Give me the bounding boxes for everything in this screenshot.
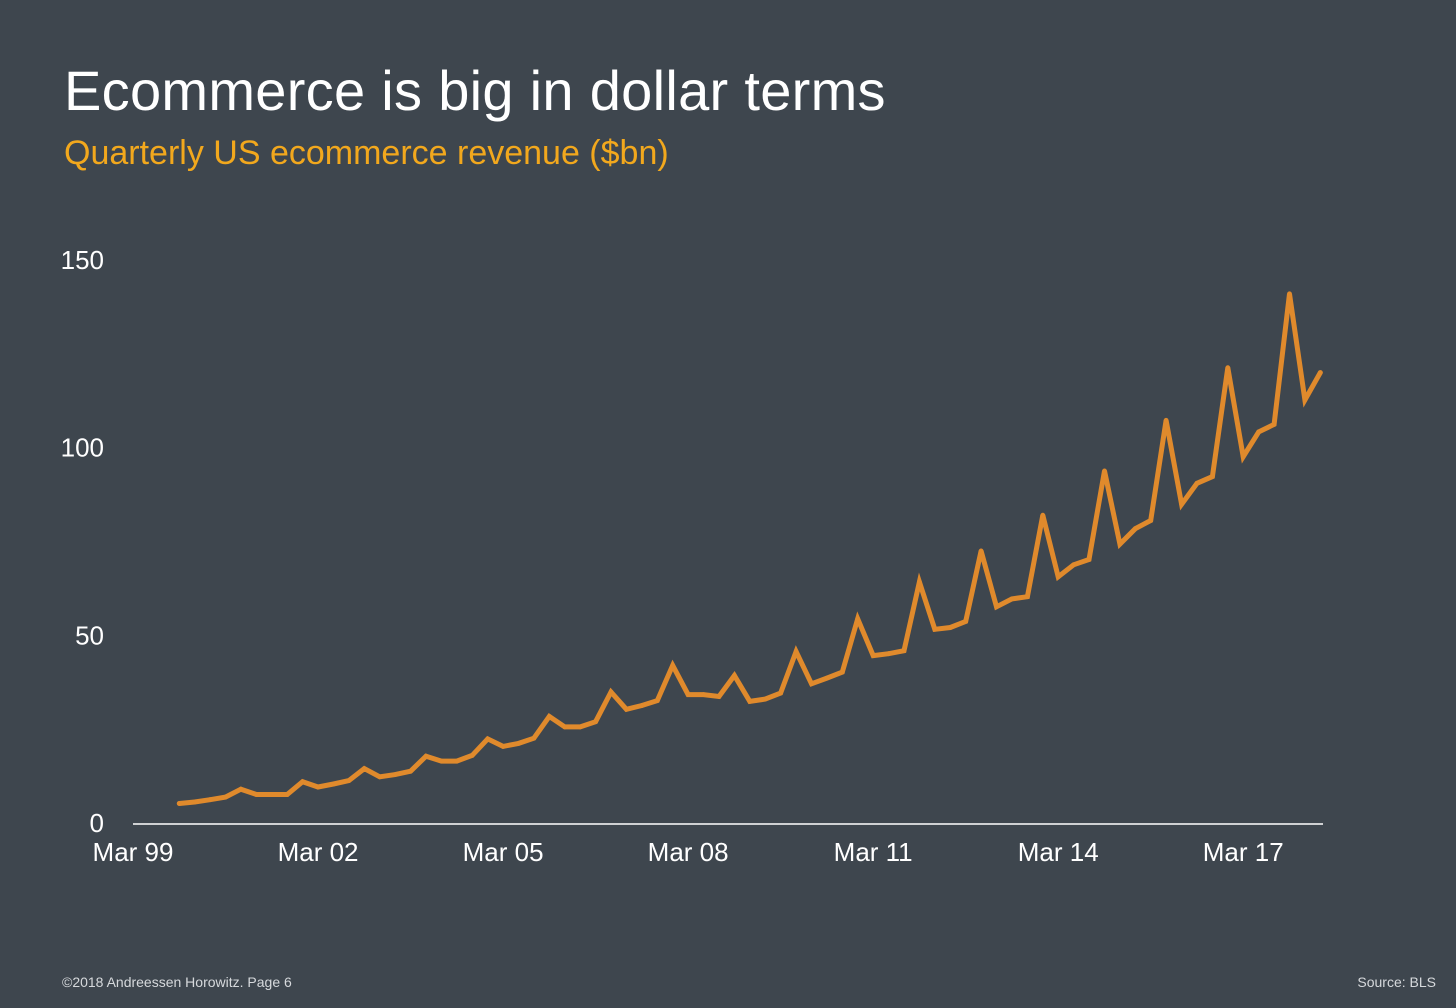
- data-point: [1055, 574, 1061, 580]
- data-point: [839, 669, 845, 675]
- data-point: [1163, 417, 1169, 423]
- data-point: [1302, 397, 1308, 403]
- data-point: [1194, 480, 1200, 486]
- footer-copyright: ©2018 Andreessen Horowitz. Page 6: [62, 974, 292, 990]
- x-tick-label: Mar 11: [834, 837, 913, 867]
- data-point: [439, 758, 444, 764]
- x-tick-label: Mar 17: [1203, 837, 1284, 867]
- data-point: [762, 696, 768, 702]
- data-point: [824, 675, 830, 681]
- data-point: [778, 690, 783, 696]
- y-tick-label: 150: [61, 245, 104, 275]
- data-point: [1025, 594, 1030, 600]
- data-point: [1009, 596, 1015, 602]
- data-point: [454, 758, 460, 764]
- x-tick-label: Mar 99: [93, 837, 174, 867]
- data-point: [469, 753, 475, 758]
- data-point: [176, 801, 182, 806]
- data-point: [870, 653, 876, 658]
- data-point: [1148, 518, 1154, 523]
- data-point: [300, 779, 305, 785]
- data-point: [747, 699, 753, 704]
- y-tick-label: 100: [61, 433, 104, 463]
- data-point: [531, 735, 537, 741]
- footer-source: Source: BLS: [1357, 974, 1436, 990]
- data-point: [793, 649, 799, 654]
- data-point: [978, 548, 984, 554]
- data-point: [701, 692, 706, 697]
- data-point: [408, 768, 413, 774]
- data-point: [238, 786, 244, 792]
- data-point: [1287, 291, 1292, 297]
- data-point: [546, 714, 552, 719]
- data-point: [1179, 501, 1184, 507]
- data-point: [886, 651, 891, 657]
- data-point: [331, 781, 336, 787]
- data-point: [994, 604, 999, 610]
- data-point: [315, 784, 321, 790]
- x-axis-ticks: Mar 99 Mar 02 Mar 05 Mar 08 Mar 11 Mar 14 Mar …: [93, 837, 1284, 867]
- data-point: [346, 778, 352, 783]
- data-point: [1240, 454, 1246, 460]
- data-point: [207, 797, 213, 803]
- series-line-revenue: [176, 293, 1323, 806]
- data-point: [1040, 512, 1046, 518]
- data-point: [423, 753, 429, 759]
- data-point: [901, 648, 907, 654]
- y-tick-label: 50: [75, 620, 104, 650]
- x-tick-label: Mar 02: [278, 837, 359, 867]
- data-point: [593, 719, 598, 725]
- data-point: [577, 724, 583, 730]
- data-point: [361, 766, 367, 771]
- data-point: [392, 772, 398, 777]
- data-point: [1117, 541, 1123, 547]
- data-point: [624, 706, 629, 712]
- data-point: [1210, 474, 1215, 479]
- data-point: [192, 799, 198, 805]
- data-point: [639, 703, 645, 708]
- data-point: [1225, 365, 1231, 371]
- y-tick-label: 0: [90, 808, 104, 838]
- data-point: [947, 625, 953, 630]
- data-point: [516, 741, 521, 746]
- data-point: [377, 774, 383, 780]
- data-point: [608, 689, 614, 695]
- x-tick-label: Mar 08: [648, 837, 729, 867]
- data-point: [284, 792, 290, 797]
- y-axis-ticks: 0 50 100 150: [61, 245, 104, 838]
- data-point: [1102, 468, 1107, 474]
- data-point: [809, 681, 814, 687]
- data-point: [716, 694, 722, 699]
- x-tick-label: Mar 05: [463, 837, 544, 867]
- data-point: [1132, 526, 1138, 532]
- data-point: [917, 579, 922, 585]
- data-point: [500, 744, 506, 749]
- data-point: [1071, 562, 1076, 568]
- data-point: [963, 619, 969, 624]
- data-point: [1086, 557, 1092, 562]
- data-point: [1271, 422, 1277, 427]
- data-point: [732, 673, 737, 678]
- chart-title: Ecommerce is big in dollar terms: [64, 59, 886, 122]
- data-point: [1256, 429, 1262, 435]
- data-point: [932, 626, 938, 632]
- data-point: [685, 692, 691, 697]
- data-point: [670, 663, 676, 668]
- data-point: [1317, 370, 1323, 375]
- data-point: [654, 698, 660, 703]
- x-tick-label: Mar 14: [1018, 837, 1099, 867]
- data-point: [223, 794, 228, 800]
- data-point: [269, 792, 275, 797]
- chart-subtitle: Quarterly US ecommerce revenue ($bn): [64, 134, 669, 172]
- data-points: [176, 291, 1323, 806]
- data-point: [254, 792, 259, 797]
- data-point: [562, 724, 568, 730]
- data-point: [485, 736, 491, 742]
- data-point: [855, 616, 861, 622]
